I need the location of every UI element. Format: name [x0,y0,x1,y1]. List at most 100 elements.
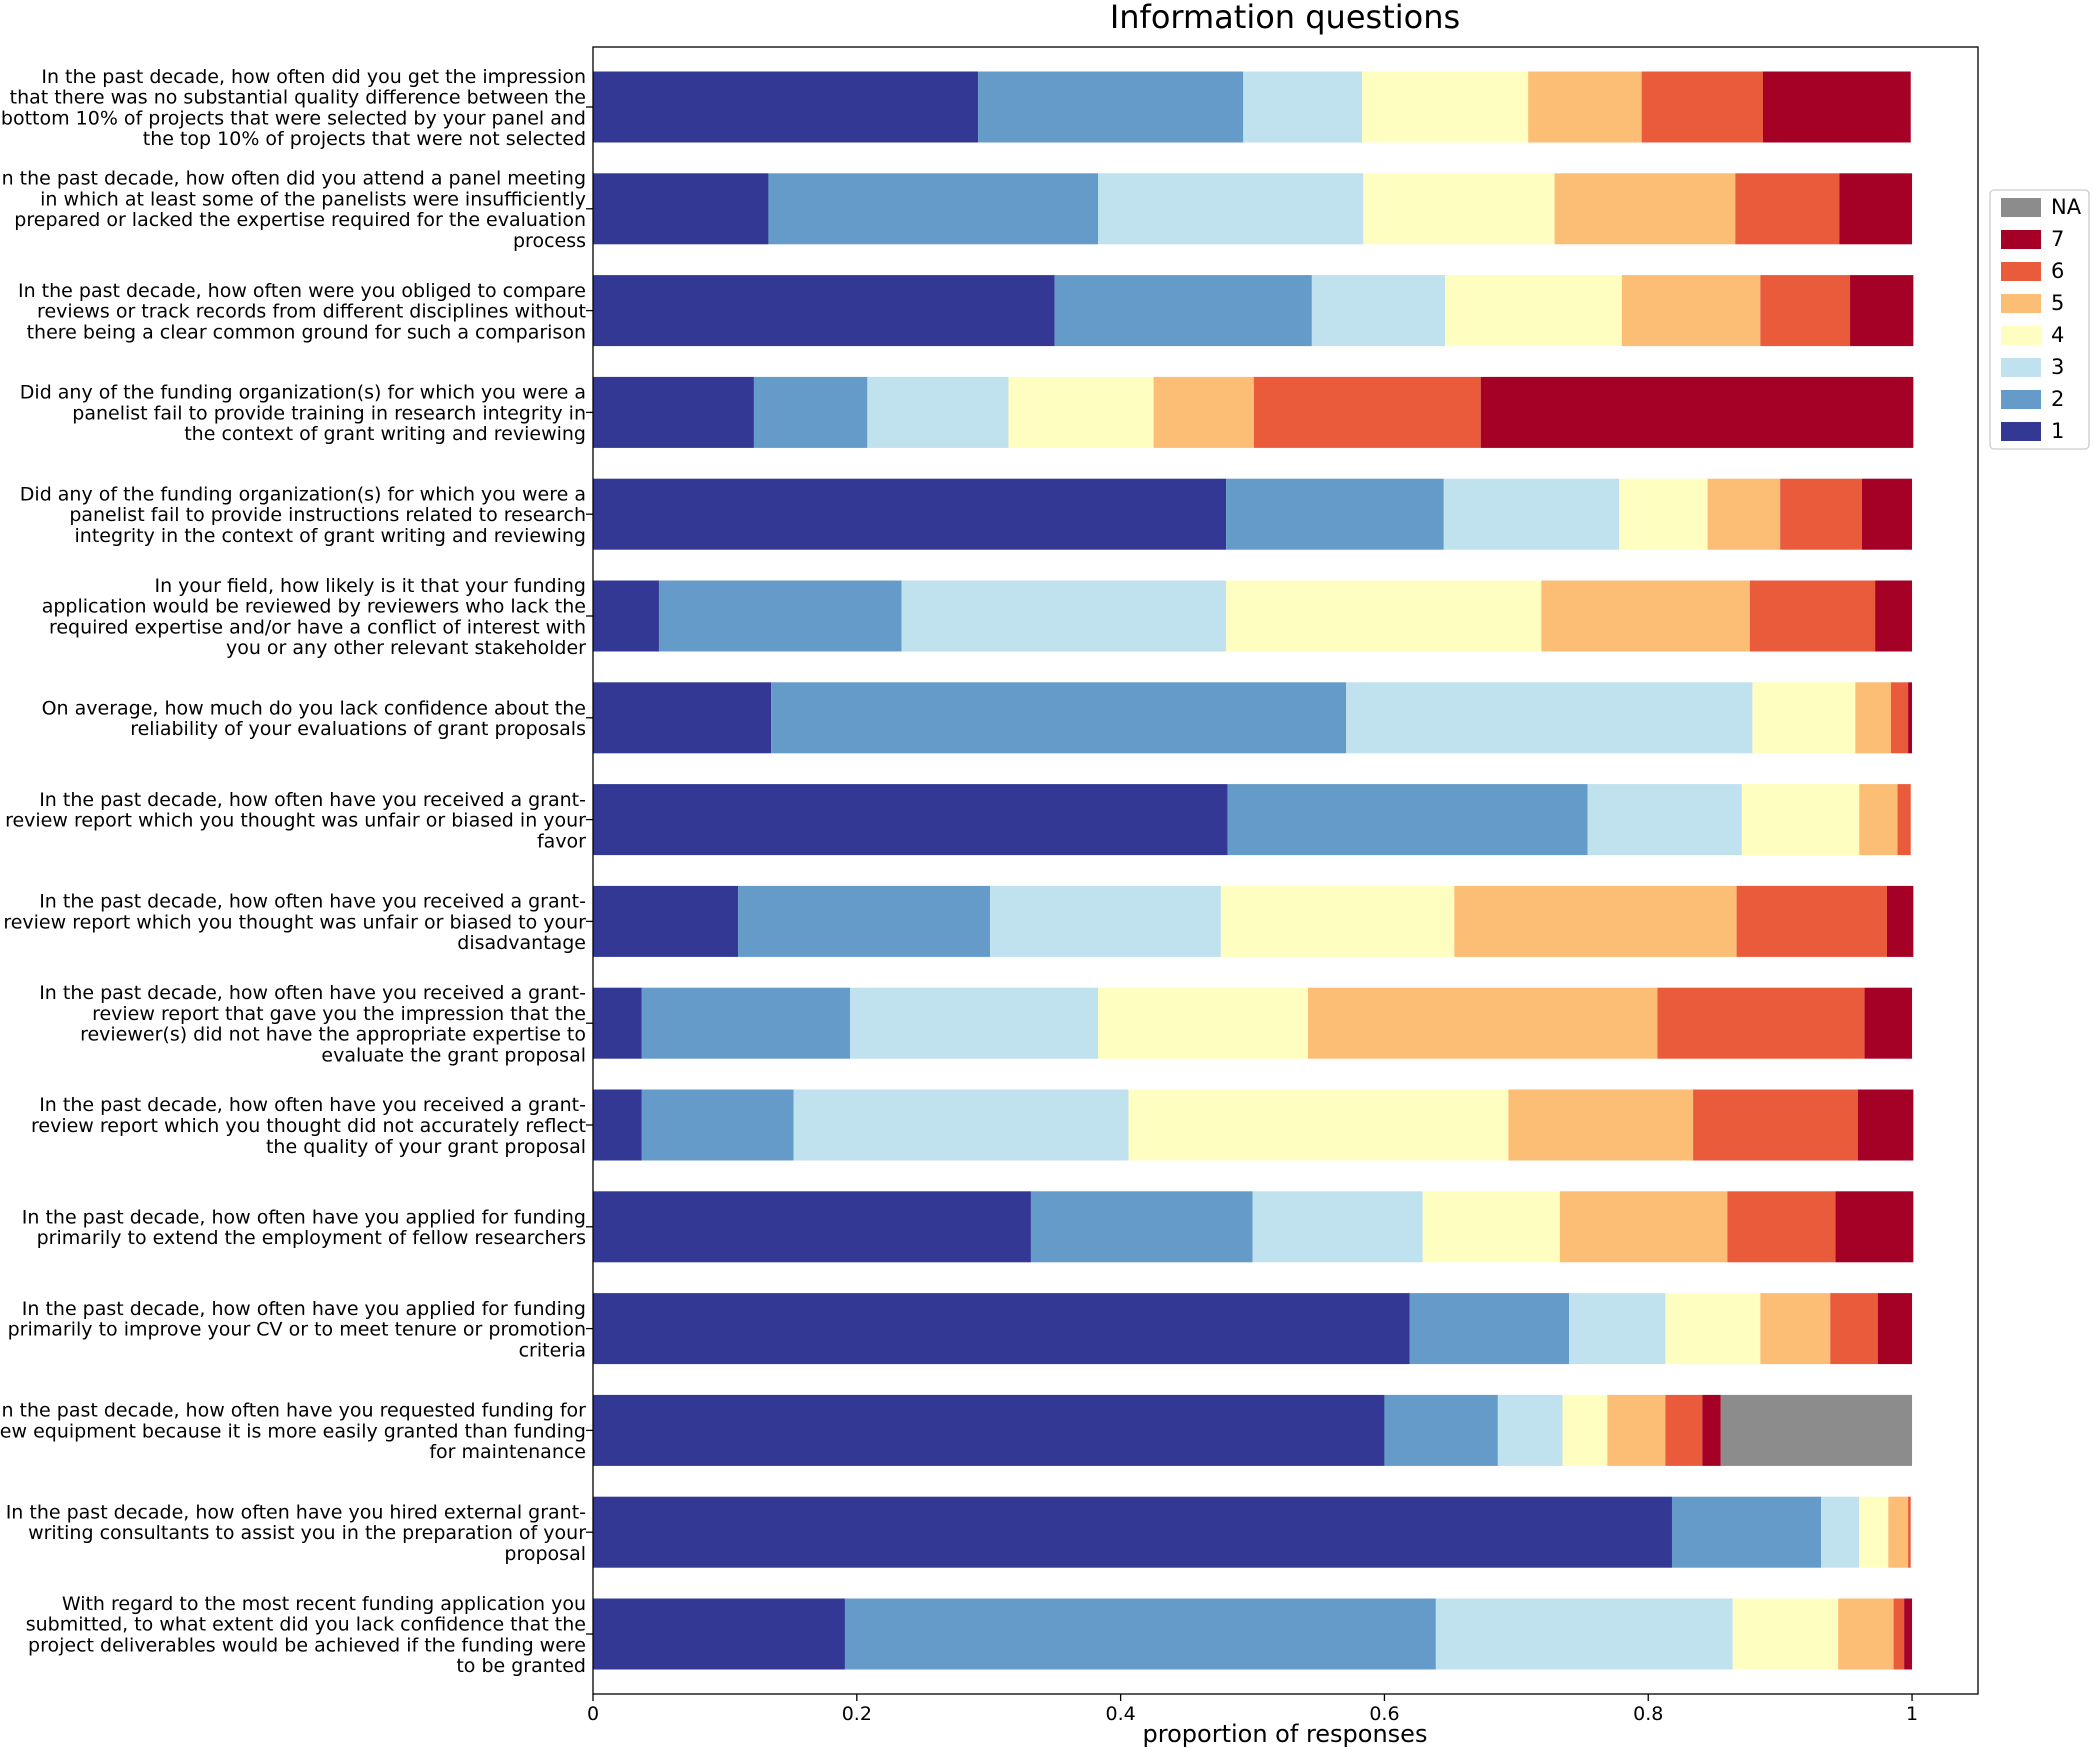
bar-segment [771,682,1347,754]
y-tick-label: On average, how much do you lack confide… [42,697,586,740]
bar-segment [1443,478,1620,550]
legend-label: 6 [2051,259,2064,283]
legend-label: 2 [2051,387,2064,411]
legend-swatch [2001,358,2041,377]
bar-segment [1384,1394,1498,1466]
bar-segment [1857,1089,1914,1161]
bar-segment [1562,1394,1608,1466]
bar-segment [593,784,1228,856]
bar-segment [1760,1293,1831,1365]
legend-swatch [2001,390,2041,409]
bar-segment [1720,1394,1913,1466]
bar-segment [593,1496,1672,1568]
legend-label: 1 [2051,419,2064,443]
bar-segment [1243,71,1363,143]
bar-segment [738,885,991,957]
x-tick-label: 0.8 [1633,1703,1663,1725]
bar-segment [1762,71,1911,143]
bar-segment [593,376,754,448]
bar-segment [1528,71,1642,143]
x-tick-label: 1 [1906,1703,1918,1725]
legend-label: 5 [2051,291,2064,315]
x-axis-label: proportion of responses [1143,1720,1428,1748]
bar-segment [768,173,1099,245]
x-tick-label: 0 [587,1703,599,1725]
bar-segment [593,682,772,754]
y-tick-label: In the past decade, how often did you at… [0,168,586,252]
y-tick-label: Did any of the funding organization(s) f… [20,483,586,547]
bar-segment [1861,478,1913,550]
bar-segment [658,580,902,652]
bar-segment [1749,580,1876,652]
legend-swatch [2001,198,2041,217]
bar-segment [1128,1089,1509,1161]
bar-segment [1693,1089,1858,1161]
bar-segment [1153,376,1254,448]
bar-segment [1435,1598,1733,1670]
bar-segment [1559,1191,1728,1263]
y-tick-label: In the past decade, how often have you h… [6,1501,587,1565]
bar-segment [1741,784,1860,856]
bar-segment [593,275,1055,347]
bar-segment [1541,580,1750,652]
bar-segment [1054,275,1312,347]
y-tick-label: In the past decade, how often have you a… [22,1206,586,1249]
bar-segment [641,987,851,1059]
bar-segment [593,885,739,957]
y-tick-label: In the past decade, how often have you a… [8,1298,586,1362]
bar-segment [1008,376,1154,448]
bar-segment [593,1598,845,1670]
bar-segment [1569,1293,1666,1365]
bar-segment [1850,275,1914,347]
bar-segment [1727,1191,1836,1263]
bar-segment [1752,682,1856,754]
bar-segment [1732,1598,1839,1670]
bar-segment [1888,1496,1909,1568]
bar-segment [867,376,1009,448]
bar-segment [1780,478,1862,550]
bar-segment [1363,173,1555,245]
legend-swatch [2001,422,2041,441]
bar-segment [593,987,642,1059]
bar-segment [1311,275,1446,347]
y-tick-label: With regard to the most recent funding a… [26,1593,586,1677]
bar-segment [1736,885,1887,957]
bar-segment [1897,784,1911,856]
y-tick-label: In the past decade, how often have you r… [39,982,586,1066]
bar-segment [1877,1293,1913,1365]
bar-segment [1890,682,1909,754]
bar-segment [1908,1496,1911,1568]
bar-segment [1607,1394,1666,1466]
bar-segment [593,580,659,652]
bar-segment [593,1191,1031,1263]
bar-segment [1671,1496,1822,1568]
legend-label: NA [2051,195,2082,219]
bar-segment [641,1089,794,1161]
bar-segment [593,71,979,143]
bar-segment [1454,885,1737,957]
y-tick-label: In the past decade, how often have you r… [5,789,586,853]
plot-frame [592,46,1979,1695]
bar-segment [1821,1496,1860,1568]
bar-segment [1554,173,1736,245]
legend-label: 4 [2051,323,2064,347]
bar-segment [1707,478,1781,550]
bar-segment [593,1394,1385,1466]
bar-segment [1253,376,1481,448]
bar-segment [1227,784,1588,856]
bar-segment [1252,1191,1423,1263]
bar-segment [1619,478,1708,550]
y-tick-label: In the past decade, how often have you r… [31,1094,586,1158]
bar-segment [1098,987,1308,1059]
bar-segment [1838,1598,1894,1670]
bar-segment [1864,987,1913,1059]
bar-segment [753,376,868,448]
bar-segment [1893,1598,1905,1670]
bar-segment [1657,987,1865,1059]
legend-label: 3 [2051,355,2064,379]
bar-segment [1835,1191,1914,1263]
x-tick-label: 0.2 [842,1703,872,1725]
bar-segment [1908,682,1913,754]
legend-swatch [2001,262,2041,281]
bar-segment [593,478,1227,550]
